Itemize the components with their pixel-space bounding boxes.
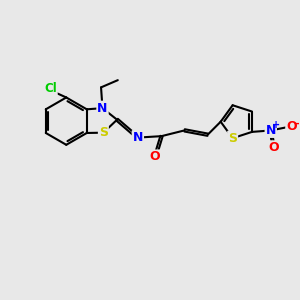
- Text: O: O: [286, 121, 297, 134]
- Text: N: N: [266, 124, 276, 137]
- Text: -: -: [294, 119, 299, 129]
- Text: S: S: [99, 126, 108, 139]
- Text: +: +: [272, 120, 280, 130]
- Text: O: O: [268, 141, 279, 154]
- Text: N: N: [133, 131, 143, 144]
- Text: O: O: [150, 150, 160, 164]
- Text: N: N: [97, 102, 108, 115]
- Text: Cl: Cl: [44, 82, 57, 95]
- Text: S: S: [228, 132, 237, 145]
